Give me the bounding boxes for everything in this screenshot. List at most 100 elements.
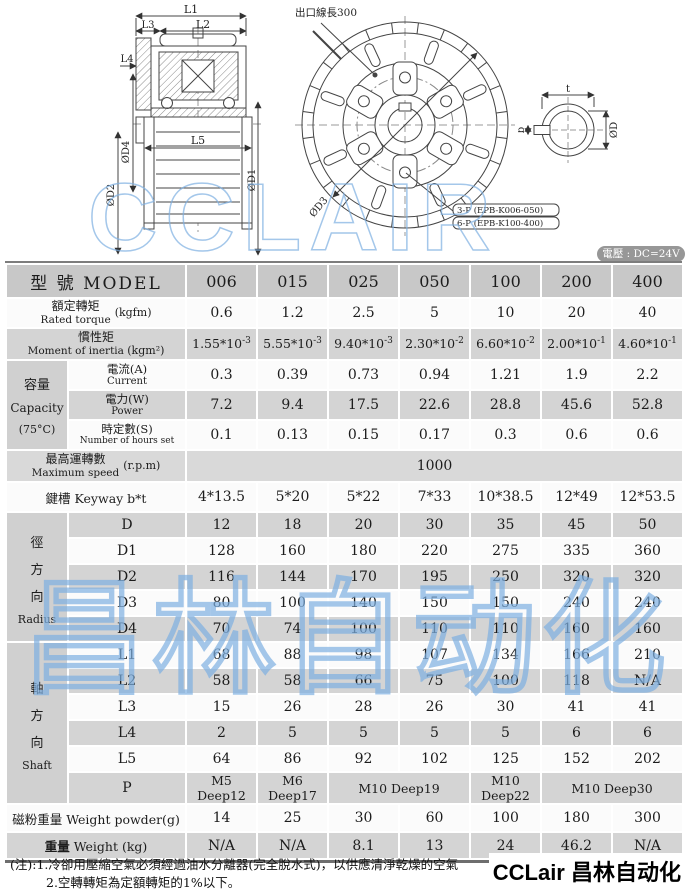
cell: 160 bbox=[611, 615, 685, 643]
cell: 6 bbox=[540, 719, 614, 747]
cell: 30 bbox=[469, 693, 543, 721]
voltage-badge: 電壓 : DC=24V bbox=[597, 246, 685, 262]
row-label-rated-torque: 額定轉矩 Rated torque (kgfm) bbox=[4, 297, 188, 329]
model-400: 400 bbox=[611, 263, 685, 299]
cell: 64 bbox=[185, 745, 259, 773]
group-label-radius: 徑方向 Radius bbox=[5, 511, 69, 643]
table-row-power: 電力(W) Power 7.2 9.4 17.5 22.6 28.8 45.6 5… bbox=[6, 389, 685, 421]
cell: 4*13.5 bbox=[185, 481, 259, 513]
cell: 110 bbox=[469, 615, 543, 643]
cell: 1.2 bbox=[256, 297, 330, 329]
table-row-current: 容量 Capacity (75°C) 電流(A) Current 0.3 0.39… bbox=[5, 359, 685, 451]
cell: 12*53.5 bbox=[611, 481, 685, 513]
cell: 13 bbox=[398, 831, 472, 860]
cell: 7.2 bbox=[185, 389, 259, 421]
row-label-d3: D3 bbox=[66, 589, 188, 617]
cell-max-speed: 1000 bbox=[185, 449, 685, 483]
cell: 20 bbox=[540, 297, 614, 329]
cell: 14 bbox=[185, 803, 259, 833]
dim-D2: ØD2 bbox=[106, 184, 117, 207]
table-row-l1: 軸方向 Shaft L1 68 88 98 107 134 166 210 bbox=[5, 641, 685, 805]
cell: 26 bbox=[256, 693, 330, 721]
pin-label-2: 6-P (EPB-K100-400) bbox=[457, 218, 543, 229]
rated-torque-zh: 額定轉矩 bbox=[51, 299, 100, 314]
cell: 6.60*10-2 bbox=[469, 327, 543, 361]
row-label-l2: L2 bbox=[66, 667, 188, 695]
cell: 12 bbox=[185, 511, 259, 539]
cell: 10*38.5 bbox=[469, 481, 543, 513]
inertia-zh: 慣性矩 bbox=[78, 329, 115, 344]
cell: 360 bbox=[611, 537, 685, 565]
keyway-detail-drawing: t b ØD bbox=[518, 84, 620, 163]
footer-note-line1: (注):1.冷卻用壓縮空氣必須經過油水分離器(完全脫水式)，以供應清淨乾燥的空氣 bbox=[10, 857, 459, 872]
dim-L4: L4 bbox=[120, 54, 133, 65]
table-row-l3: L3 15 26 28 26 30 41 41 bbox=[6, 693, 685, 721]
capacity-en: Capacity bbox=[10, 401, 64, 415]
cell: 80 bbox=[185, 589, 259, 617]
dim-keyway-D: ØD bbox=[609, 122, 620, 138]
footer-note: (注):1.冷卻用壓縮空氣必須經過油水分離器(完全脫水式)，以供應清淨乾燥的空氣… bbox=[10, 856, 570, 891]
table-row-keyway: 鍵槽 Keyway b*t 4*13.5 5*20 5*22 7*33 10*3… bbox=[4, 481, 685, 513]
cell: 0.1 bbox=[185, 419, 259, 451]
model-header-label: 型 號 MODEL bbox=[4, 263, 188, 299]
cell: 116 bbox=[185, 563, 259, 591]
table-row-d2: D2 116 144 170 195 250 320 320 bbox=[6, 563, 685, 591]
cell: 5 bbox=[256, 719, 330, 747]
cell: 28 bbox=[327, 693, 401, 721]
model-050: 050 bbox=[398, 263, 472, 299]
row-label-d2: D2 bbox=[66, 563, 188, 591]
rated-torque-en: Rated torque bbox=[40, 313, 111, 326]
cell: 5.55*10-3 bbox=[256, 327, 330, 361]
row-label-d: D bbox=[66, 511, 188, 539]
table-row-d: 徑方向 Radius D 12 18 20 30 35 45 50 bbox=[5, 511, 685, 643]
model-015: 015 bbox=[256, 263, 330, 299]
cell: 30 bbox=[327, 803, 401, 833]
cell: 166 bbox=[540, 641, 614, 669]
table-row-d4: D4 70 74 100 110 110 160 160 bbox=[6, 615, 685, 643]
row-label-keyway: 鍵槽 Keyway b*t bbox=[4, 481, 188, 513]
cell: 75 bbox=[398, 667, 472, 695]
dim-L3: L3 bbox=[141, 20, 154, 31]
cell: 2.2 bbox=[611, 359, 685, 391]
spec-table-wrap: 型 號 MODEL 006 015 025 050 100 200 400 額定… bbox=[4, 261, 685, 863]
cell: 22.6 bbox=[398, 389, 472, 421]
cell: 125 bbox=[469, 745, 543, 773]
row-label-l5: L5 bbox=[66, 745, 188, 773]
radius-en: Radius bbox=[17, 613, 57, 627]
row-label-hours: 時定數(S) Number of hours set bbox=[66, 419, 188, 451]
cell: 45 bbox=[540, 511, 614, 539]
cell: 74 bbox=[256, 615, 330, 643]
cell: 10 bbox=[469, 297, 543, 329]
side-view-drawing: L1 L3 L2 L4 L5 ØD2 ØD4 ØD1 bbox=[106, 3, 262, 256]
cell: 107 bbox=[398, 641, 472, 669]
row-label-d4: D4 bbox=[66, 615, 188, 643]
cell: 134 bbox=[469, 641, 543, 669]
cell: 70 bbox=[185, 615, 259, 643]
cell: 275 bbox=[469, 537, 543, 565]
cell: 2.5 bbox=[327, 297, 401, 329]
cell: 210 bbox=[611, 641, 685, 669]
table-row-d3: D3 80 100 140 150 150 240 240 bbox=[6, 589, 685, 617]
cell: 0.39 bbox=[256, 359, 330, 391]
cell: 41 bbox=[611, 693, 685, 721]
cell: 0.3 bbox=[469, 419, 543, 451]
cell: 52.8 bbox=[611, 389, 685, 421]
cell: 17.5 bbox=[327, 389, 401, 421]
cell: 0.94 bbox=[398, 359, 472, 391]
cell: 0.73 bbox=[327, 359, 401, 391]
cell: 110 bbox=[398, 615, 472, 643]
inertia-en: Moment of inertia (kgm²) bbox=[27, 343, 165, 357]
cell: 320 bbox=[611, 563, 685, 591]
table-row-inertia: 慣性矩 Moment of inertia (kgm²) 1.55*10-3 5.… bbox=[4, 327, 685, 361]
cell: 250 bbox=[469, 563, 543, 591]
cell: 5 bbox=[398, 297, 472, 329]
cell: 7*33 bbox=[398, 481, 472, 513]
cell: 86 bbox=[256, 745, 330, 773]
cell: 2.00*10-1 bbox=[540, 327, 614, 361]
cell: 150 bbox=[469, 589, 543, 617]
cell: 152 bbox=[540, 745, 614, 773]
cell: N/A bbox=[611, 667, 685, 695]
cell: 0.6 bbox=[540, 419, 614, 451]
cell: 58 bbox=[185, 667, 259, 695]
